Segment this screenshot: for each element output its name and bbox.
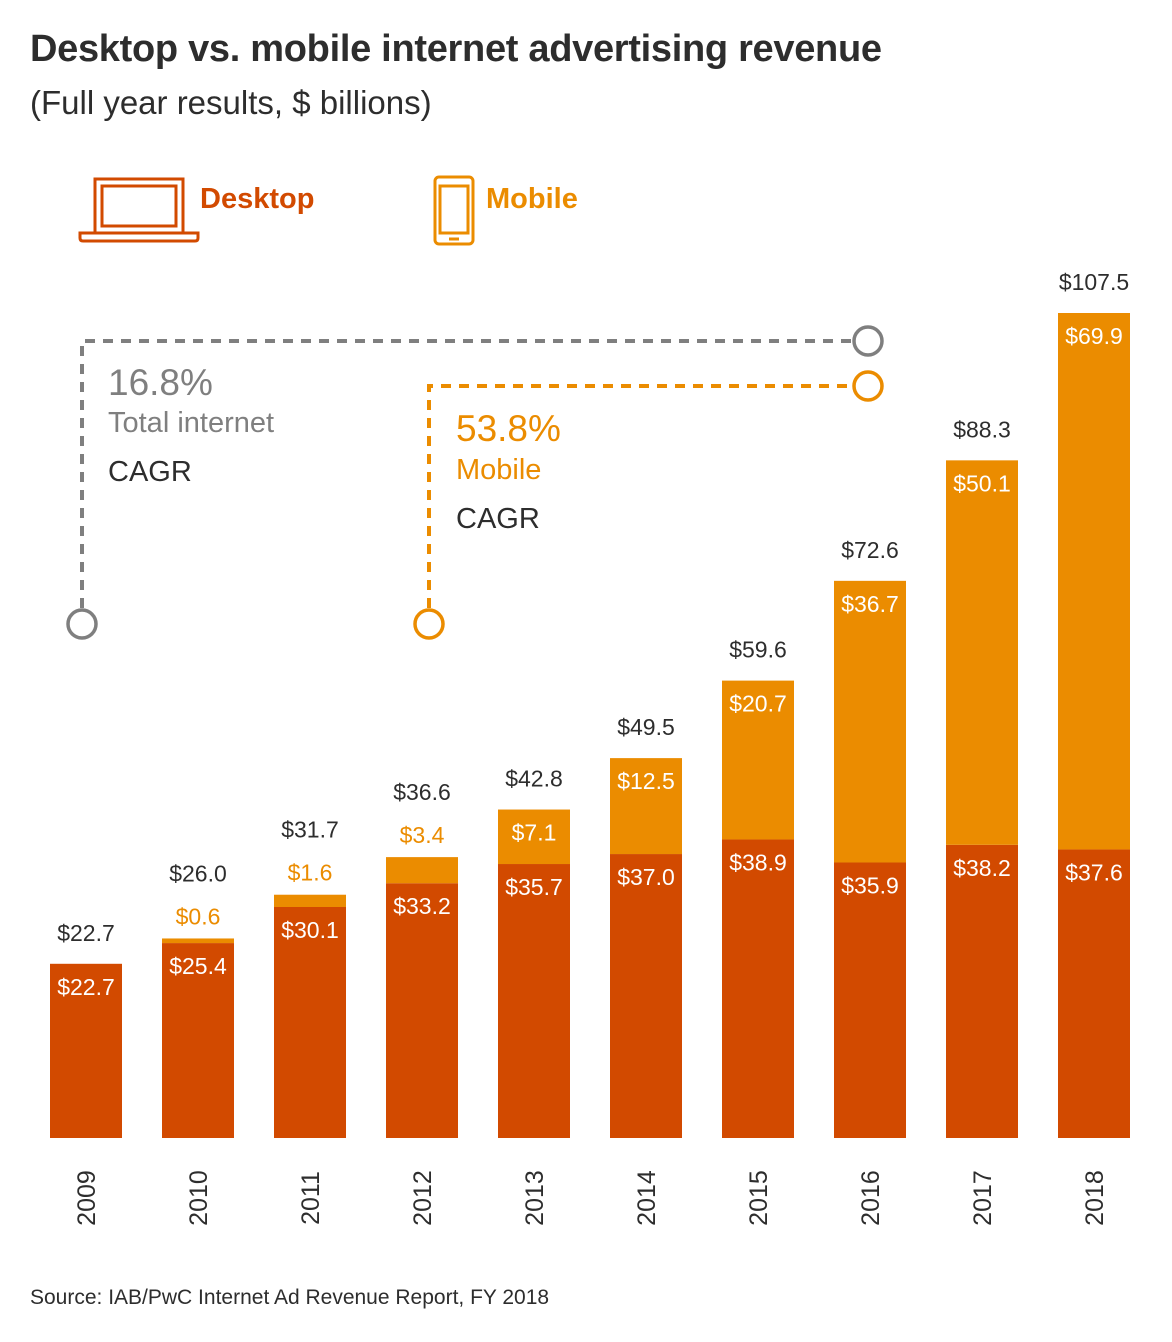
label-mobile-2010: $0.6 — [176, 903, 221, 929]
cagr-mobile-suffix: CAGR — [456, 503, 540, 535]
bar-desktop-2018 — [1058, 849, 1130, 1138]
x-tick-label-2011: 2011 — [297, 1171, 325, 1225]
label-desktop-2011: $30.1 — [281, 917, 339, 943]
cagr-total-start-marker — [66, 608, 98, 640]
label-mobile-2018: $69.9 — [1065, 323, 1123, 349]
bar-desktop-2017 — [946, 844, 1018, 1138]
cagr-total-name: Total internet — [108, 407, 275, 439]
bar-desktop-2011 — [274, 907, 346, 1138]
label-total-2016: $72.6 — [841, 537, 899, 563]
cagr-mobile-name: Mobile — [456, 454, 542, 486]
bar-desktop-2013 — [498, 864, 570, 1138]
x-tick-label-2017: 2017 — [969, 1170, 997, 1226]
chart-title: Desktop vs. mobile internet advertising … — [30, 28, 882, 70]
bar-desktop-2016 — [834, 862, 906, 1138]
bar-mobile-2011 — [274, 894, 346, 907]
bar-mobile-2013 — [498, 809, 570, 865]
label-total-2009: $22.7 — [57, 920, 115, 946]
cagr-mobile-end-marker — [852, 370, 884, 402]
x-tick-label-2010: 2010 — [185, 1170, 213, 1226]
bar-desktop-2010 — [162, 943, 234, 1138]
x-tick-label-2013: 2013 — [521, 1170, 549, 1226]
label-total-2017: $88.3 — [953, 416, 1011, 442]
label-desktop-2013: $35.7 — [505, 874, 563, 900]
label-mobile-2014: $12.5 — [617, 768, 675, 794]
label-total-2012: $36.6 — [393, 779, 451, 805]
label-desktop-2014: $37.0 — [617, 864, 675, 890]
bar-desktop-2012 — [386, 883, 458, 1138]
label-total-2015: $59.6 — [729, 637, 787, 663]
cagr-total-connector — [66, 325, 884, 640]
label-mobile-2016: $36.7 — [841, 591, 899, 617]
cagr-mobile-start-marker — [413, 608, 445, 640]
bar-mobile-2018 — [1058, 313, 1130, 850]
source-note: Source: IAB/PwC Internet Ad Revenue Repo… — [30, 1286, 550, 1309]
label-total-2013: $42.8 — [505, 766, 563, 792]
label-mobile-2017: $50.1 — [953, 470, 1011, 496]
label-desktop-2015: $38.9 — [729, 849, 787, 875]
x-tick-label-2012: 2012 — [409, 1170, 437, 1226]
x-tick-label-2015: 2015 — [745, 1170, 773, 1226]
cagr-mobile-value: 53.8% — [456, 408, 561, 449]
label-mobile-2015: $20.7 — [729, 691, 787, 717]
label-mobile-2011: $1.6 — [288, 860, 333, 886]
bar-mobile-2010 — [162, 938, 234, 944]
chart-subtitle: (Full year results, $ billions) — [30, 84, 432, 121]
cagr-mobile-connector — [413, 370, 884, 640]
legend-label-desktop: Desktop — [200, 183, 315, 215]
label-desktop-2018: $37.6 — [1065, 859, 1123, 885]
label-desktop-2010: $25.4 — [169, 953, 227, 979]
cagr-total-value: 16.8% — [108, 362, 213, 403]
bar-desktop-2015 — [722, 839, 794, 1138]
x-tick-label-2014: 2014 — [633, 1170, 661, 1226]
label-desktop-2009: $22.7 — [57, 974, 115, 1000]
cagr-total-suffix: CAGR — [108, 456, 192, 488]
label-desktop-2017: $38.2 — [953, 855, 1011, 881]
label-total-2010: $26.0 — [169, 860, 227, 886]
laptop-icon — [78, 177, 200, 243]
label-total-2011: $31.7 — [281, 817, 339, 843]
label-desktop-2012: $33.2 — [393, 893, 451, 919]
bar-mobile-2012 — [386, 857, 458, 884]
bar-mobile-2015 — [722, 680, 794, 840]
cagr-total-end-marker — [852, 325, 884, 357]
legend-label-mobile: Mobile — [486, 183, 578, 215]
label-total-2014: $49.5 — [617, 714, 675, 740]
bar-mobile-2017 — [946, 460, 1018, 845]
bar-mobile-2014 — [610, 758, 682, 855]
label-desktop-2016: $35.9 — [841, 872, 899, 898]
bar-desktop-2009 — [50, 963, 122, 1138]
label-mobile-2012: $3.4 — [400, 822, 445, 848]
bar-desktop-2014 — [610, 854, 682, 1138]
x-tick-label-2009: 2009 — [73, 1170, 101, 1226]
bar-mobile-2016 — [834, 580, 906, 863]
x-tick-label-2018: 2018 — [1081, 1170, 1109, 1226]
label-mobile-2013: $7.1 — [512, 820, 557, 846]
x-tick-label-2016: 2016 — [857, 1170, 885, 1226]
smartphone-icon — [433, 175, 475, 246]
label-total-2018: $107.5 — [1059, 269, 1129, 295]
